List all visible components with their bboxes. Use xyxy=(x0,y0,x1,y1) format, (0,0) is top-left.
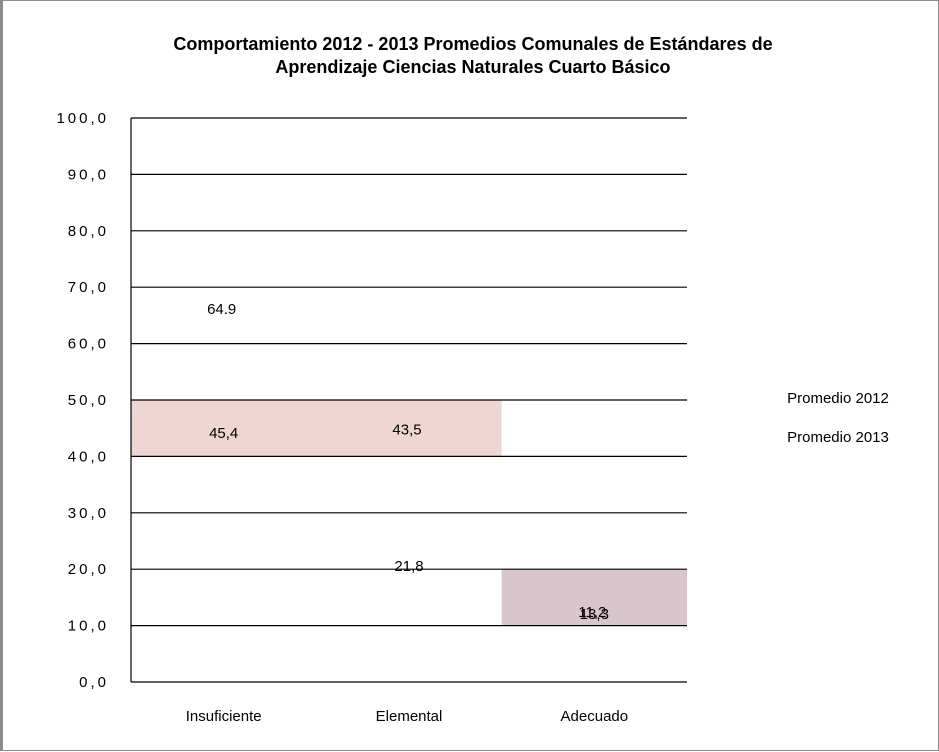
chart-title: Comportamiento 2012 - 2013 Promedios Com… xyxy=(63,33,883,79)
y-tick-label-4: 40,0 xyxy=(68,448,109,465)
y-tick-label-10: 100,0 xyxy=(56,110,109,127)
data-label-s0-0: 64.9 xyxy=(207,301,236,318)
y-tick-label-1: 10,0 xyxy=(68,618,109,635)
y-tick-label-3: 30,0 xyxy=(68,505,109,522)
legend-item-2013: Promedio 2013 xyxy=(787,429,889,446)
y-tick-label-0: 0,0 xyxy=(79,674,109,691)
data-label-s0-2: 11,2 xyxy=(578,604,606,621)
data-label-s1-0: 45,4 xyxy=(209,425,238,442)
data-label-s1-1: 21,8 xyxy=(394,558,423,575)
shaded-band-1 xyxy=(501,569,687,626)
y-tick-label-8: 80,0 xyxy=(68,223,109,240)
data-label-s1-2: 13,3 xyxy=(580,606,609,623)
y-tick-label-9: 90,0 xyxy=(68,166,109,183)
x-tick-label-0: Insuficiente xyxy=(186,708,262,725)
legend-item-2012: Promedio 2012 xyxy=(787,390,889,407)
y-tick-label-5: 50,0 xyxy=(68,392,109,409)
y-tick-label-6: 60,0 xyxy=(68,336,109,353)
shaded-band-0 xyxy=(131,400,502,457)
chart-title-line-1: Comportamiento 2012 - 2013 Promedios Com… xyxy=(173,34,773,54)
plot-area: 0,0 10,0 20,0 30,0 40,0 50,0 60,0 70,0 80,0 90,0 1… xyxy=(56,110,687,725)
data-label-s0-1: 43,5 xyxy=(392,422,421,439)
chart-title-line-2: Aprendizaje Ciencias Naturales Cuarto Bá… xyxy=(275,57,671,77)
x-tick-label-2: Adecuado xyxy=(561,708,629,725)
y-tick-label-7: 70,0 xyxy=(68,279,109,296)
x-tick-label-1: Elemental xyxy=(376,708,443,725)
y-tick-label-2: 20,0 xyxy=(68,561,109,578)
